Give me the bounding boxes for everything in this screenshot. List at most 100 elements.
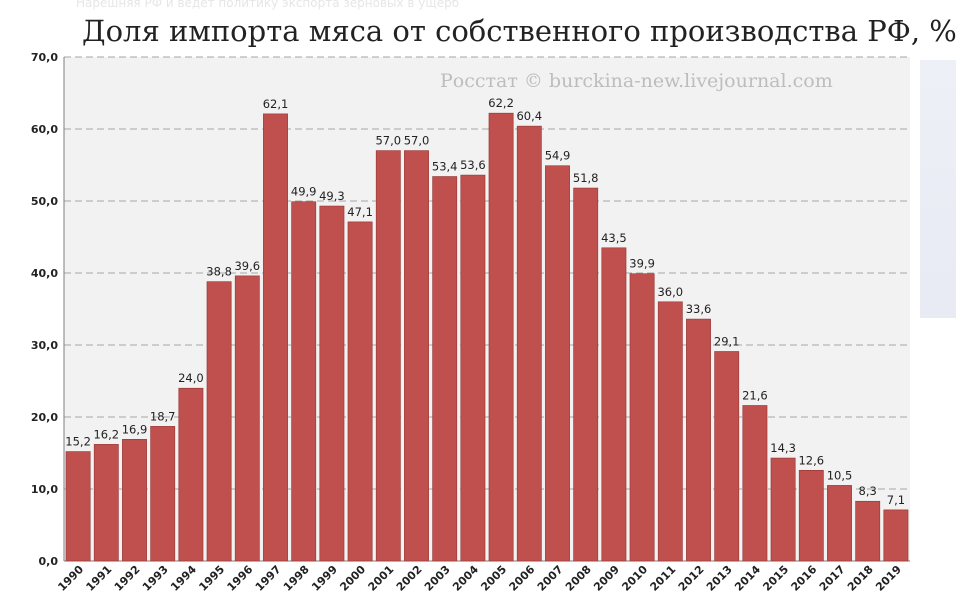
x-tick-label: 2002 (394, 563, 425, 594)
data-label: 53,6 (460, 158, 486, 172)
x-tick-label: 1994 (168, 563, 199, 594)
x-tick-label: 1996 (225, 563, 256, 594)
x-tick-label: 1997 (253, 563, 284, 594)
x-tick-label: 1991 (84, 563, 115, 594)
bar (855, 500, 881, 562)
data-label: 62,2 (488, 96, 514, 110)
y-tick-label: 70,0 (31, 51, 58, 64)
data-label: 12,6 (798, 453, 824, 467)
bar (291, 201, 317, 562)
bar (347, 221, 373, 562)
bar (798, 469, 824, 562)
x-tick-label: 2003 (422, 563, 453, 594)
bar (545, 165, 570, 562)
data-label: 29,1 (714, 334, 740, 348)
bar (432, 176, 458, 562)
x-tick-label: 2018 (845, 563, 876, 594)
bar (404, 150, 429, 562)
x-tick-label: 2000 (337, 563, 368, 594)
bar (122, 439, 147, 562)
data-label: 18,7 (150, 409, 176, 423)
x-tick-label: 2013 (704, 563, 735, 594)
x-tick-label: 2005 (478, 563, 509, 594)
bar (263, 113, 288, 562)
data-label: 16,9 (122, 422, 148, 436)
bar (460, 174, 486, 562)
data-label: 53,4 (432, 160, 458, 174)
bar (150, 426, 176, 562)
bar (516, 125, 542, 562)
bar (488, 112, 514, 562)
bar (629, 273, 655, 562)
x-tick-label: 2015 (760, 563, 791, 594)
data-label: 57,0 (404, 134, 430, 148)
x-tick-label: 1990 (55, 563, 86, 594)
data-label: 8,3 (859, 484, 877, 498)
data-label: 57,0 (375, 134, 401, 148)
data-label: 36,0 (657, 285, 683, 299)
data-label: 39,9 (629, 257, 655, 271)
bar (65, 451, 91, 562)
y-tick-label: 10,0 (31, 483, 58, 496)
bar (770, 457, 796, 562)
bar (742, 405, 768, 562)
bar (714, 351, 740, 562)
bar (178, 387, 204, 562)
bar (686, 318, 711, 562)
x-tick-label: 2017 (817, 563, 848, 594)
data-label: 47,1 (347, 205, 373, 219)
x-tick-label: 2014 (732, 563, 763, 594)
data-label: 14,3 (770, 441, 796, 455)
data-label: 51,8 (573, 171, 599, 185)
x-tick-label: 1995 (196, 563, 227, 594)
bar (601, 247, 627, 562)
data-label: 62,1 (263, 97, 289, 111)
x-tick-label: 2016 (789, 563, 820, 594)
y-tick-label: 40,0 (31, 267, 58, 280)
bar (234, 275, 260, 562)
x-tick-label: 2006 (507, 563, 538, 594)
data-label: 49,3 (319, 189, 345, 203)
data-label: 10,5 (827, 468, 853, 482)
x-tick-label: 2001 (366, 563, 397, 594)
data-label: 24,0 (178, 371, 204, 385)
background-ghost-text: Нарешняя РФ и ведёт политику экспорта зе… (76, 0, 460, 10)
y-tick-label: 30,0 (31, 339, 58, 352)
data-label: 54,9 (545, 149, 571, 163)
data-label: 60,4 (516, 109, 542, 123)
bar (883, 509, 909, 562)
bar (319, 205, 345, 562)
bar (375, 150, 401, 562)
x-tick-label: 1998 (281, 563, 312, 594)
data-label: 21,6 (742, 388, 768, 402)
bar (93, 444, 119, 562)
data-label: 49,9 (291, 185, 317, 199)
y-tick-label: 0,0 (39, 555, 59, 568)
x-tick-label: 2011 (648, 563, 679, 594)
x-tick-label: 2010 (619, 563, 650, 594)
x-tick-label: 1993 (140, 563, 171, 594)
background-side-panel (920, 60, 956, 318)
data-label: 38,8 (206, 265, 232, 279)
x-tick-label: 2008 (563, 563, 594, 594)
data-label: 39,6 (234, 259, 260, 273)
data-label: 7,1 (887, 493, 905, 507)
x-tick-label: 2019 (873, 563, 904, 594)
x-tick-label: 1999 (309, 563, 340, 594)
data-label: 16,2 (93, 427, 119, 441)
x-tick-label: 1992 (112, 563, 143, 594)
bar (573, 187, 599, 562)
y-tick-label: 50,0 (31, 195, 58, 208)
x-tick-label: 2004 (450, 563, 481, 594)
y-tick-label: 20,0 (31, 411, 58, 424)
bar (827, 485, 852, 562)
x-tick-label: 2012 (676, 563, 707, 594)
data-label: 43,5 (601, 231, 627, 245)
x-tick-label: 2007 (535, 563, 566, 594)
data-label: 33,6 (686, 302, 712, 316)
x-tick-label: 2009 (591, 563, 622, 594)
data-label: 15,2 (65, 435, 91, 449)
chart-watermark: Росстат © burckina-new.livejournal.com (440, 70, 833, 92)
chart-title: Доля импорта мяса от собственного произв… (82, 14, 956, 48)
